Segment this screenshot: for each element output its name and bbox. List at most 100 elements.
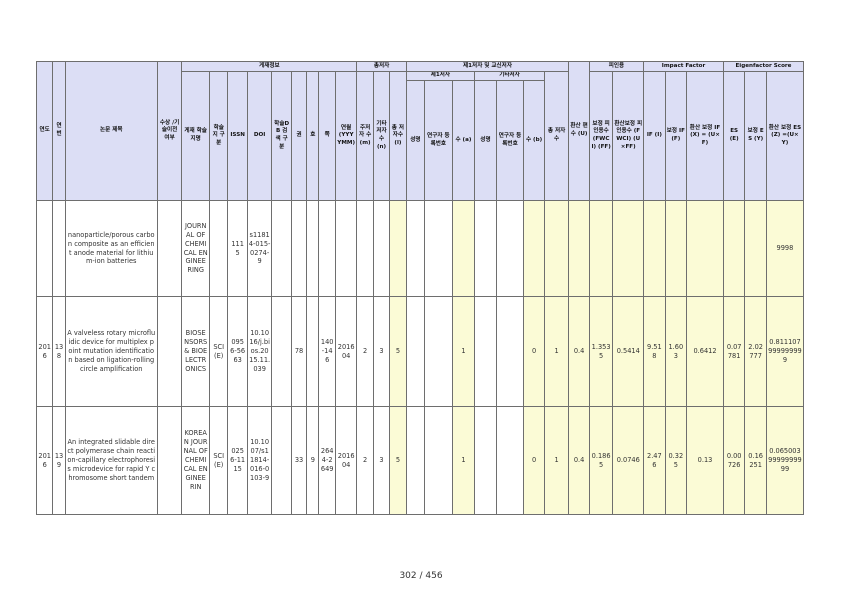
col-if-header: IF (I) xyxy=(643,71,666,201)
cell-main-authors xyxy=(356,200,374,297)
cell-no xyxy=(52,200,66,297)
cell-class: SCI(E) xyxy=(208,406,229,515)
col-issn-header: ISSN xyxy=(227,71,248,201)
cell-if-conv: 0.6412 xyxy=(686,296,724,407)
cell-first-name xyxy=(405,200,426,297)
cell-vol xyxy=(290,200,308,297)
cell-u: 0.4 xyxy=(568,296,590,407)
cell-first-reg xyxy=(424,296,453,407)
col-doi-header: DOI xyxy=(246,71,273,201)
cell-doi: 10.1007/s11814-016-0103-9 xyxy=(246,406,273,515)
cell-es: 0.07781 xyxy=(722,296,746,407)
cell-no: 138 xyxy=(52,296,66,407)
cell-first-count: 1 xyxy=(451,406,476,515)
cell-es-conv: 0.0650039999999999 xyxy=(765,406,805,515)
cell-title: An integrated slidable direct polymerase… xyxy=(64,406,158,515)
col-fwci-header: 보정 피인용수 (FWCI) (FF) xyxy=(588,71,614,201)
col-issue-header: 호 xyxy=(306,71,320,201)
subgroup-first-author-header: 제1저자 xyxy=(405,71,476,81)
cell-es-adj: 0.16251 xyxy=(744,406,767,515)
cell-issue xyxy=(306,200,320,297)
cell-es-adj xyxy=(744,200,767,297)
header-row-groups: 연도 연번 논문 제목 수상 /기술이전 여부 게재정보 총저자 제1저자 및 … xyxy=(35,61,805,201)
col-db-header: 학술DB 검색 구분 xyxy=(271,71,292,201)
cell-other-authors xyxy=(372,200,391,297)
col-other-reg-header: 연구자 등록번호 xyxy=(495,80,525,201)
group-authors-header: 총저자 xyxy=(356,61,407,72)
cell-page: 140-146 xyxy=(318,296,336,407)
table-row: 2016 139 An integrated slidable direct p… xyxy=(35,406,805,515)
cell-fwci-conv: 0.0746 xyxy=(612,406,645,515)
col-other-name-header: 성명 xyxy=(474,80,497,201)
cell-other-reg xyxy=(495,296,525,407)
group-es-header: Eigenfactor Score xyxy=(722,61,805,72)
cell-main-authors: 2 xyxy=(356,406,374,515)
cell-if: 9.518 xyxy=(643,296,666,407)
cell-award xyxy=(156,406,183,515)
cell-if-conv: 0.13 xyxy=(686,406,724,515)
cell-page xyxy=(318,200,336,297)
cell-faculty-total xyxy=(543,200,570,297)
col-page-header: 쪽 xyxy=(318,71,336,201)
cell-journal: KOREAN JOURNAL OF CHEMICAL ENGINEERIN xyxy=(181,406,210,515)
cell-first-name xyxy=(405,406,426,515)
group-faculty-header: 제1저자 및 교신저자 xyxy=(405,61,570,72)
cell-title: A valveless rotary microfluidic device f… xyxy=(64,296,158,407)
cell-other-name xyxy=(474,200,497,297)
cell-issn: 1115 xyxy=(227,200,248,297)
col-total-authors-header: 총 저자수 (l) xyxy=(389,71,407,201)
col-other-authors-header: 기타 저자수 (n) xyxy=(372,71,391,201)
cell-year: 2016 xyxy=(35,296,54,407)
cell-date: 201604 xyxy=(334,296,358,407)
cell-es: 0.00726 xyxy=(722,406,746,515)
cell-u: 0.4 xyxy=(568,406,590,515)
cell-if xyxy=(643,200,666,297)
cell-es xyxy=(722,200,746,297)
group-publication-header: 게재정보 xyxy=(181,61,358,72)
cell-db xyxy=(271,406,292,515)
subgroup-other-author-header: 기타저자 xyxy=(474,71,545,81)
col-main-authors-header: 주저자 수 (m) xyxy=(356,71,374,201)
cell-year xyxy=(35,200,54,297)
cell-u xyxy=(568,200,590,297)
cell-first-reg xyxy=(424,200,453,297)
cell-vol: 78 xyxy=(290,296,308,407)
cell-other-name xyxy=(474,296,497,407)
cell-award xyxy=(156,296,183,407)
page-number: 302 / 456 xyxy=(399,571,443,581)
cell-other-reg xyxy=(495,406,525,515)
cell-if-adj: 1.603 xyxy=(664,296,688,407)
group-if-header: Impact Factor xyxy=(643,61,724,72)
data-table: 연도 연번 논문 제목 수상 /기술이전 여부 게재정보 총저자 제1저자 및 … xyxy=(35,61,805,515)
cell-vol: 33 xyxy=(290,406,308,515)
cell-other-count: 0 xyxy=(523,296,545,407)
cell-total-authors xyxy=(389,200,407,297)
cell-total-authors: 5 xyxy=(389,296,407,407)
cell-journal: JOURNAL OF CHEMICAL ENGINEERING xyxy=(181,200,210,297)
cell-fwci: 0.1865 xyxy=(588,406,614,515)
cell-issue xyxy=(306,296,320,407)
cell-if: 2.476 xyxy=(643,406,666,515)
cell-main-authors: 2 xyxy=(356,296,374,407)
col-title-header: 논문 제목 xyxy=(64,61,158,201)
group-citation-header: 피인용 xyxy=(588,61,645,72)
col-if-adj-header: 보정 IF (F) xyxy=(664,71,688,201)
col-year-header: 연도 xyxy=(35,61,54,201)
cell-first-name xyxy=(405,296,426,407)
cell-class xyxy=(208,200,229,297)
cell-first-count xyxy=(451,200,476,297)
col-date-header: 연월 (YYYYMM) xyxy=(334,71,358,201)
cell-issn: 0956-5663 xyxy=(227,296,248,407)
cell-other-reg xyxy=(495,200,525,297)
cell-faculty-total: 1 xyxy=(543,406,570,515)
cell-db xyxy=(271,200,292,297)
cell-other-count: 0 xyxy=(523,406,545,515)
col-faculty-total-header: 총 저자수 xyxy=(543,71,570,201)
col-u-header: 환산 편수 (U) xyxy=(568,61,590,201)
cell-award xyxy=(156,200,183,297)
table-row: nanoparticle/porous carbon composite as … xyxy=(35,200,805,297)
cell-date xyxy=(334,200,358,297)
cell-title: nanoparticle/porous carbon composite as … xyxy=(64,200,158,297)
cell-other-count xyxy=(523,200,545,297)
cell-first-count: 1 xyxy=(451,296,476,407)
